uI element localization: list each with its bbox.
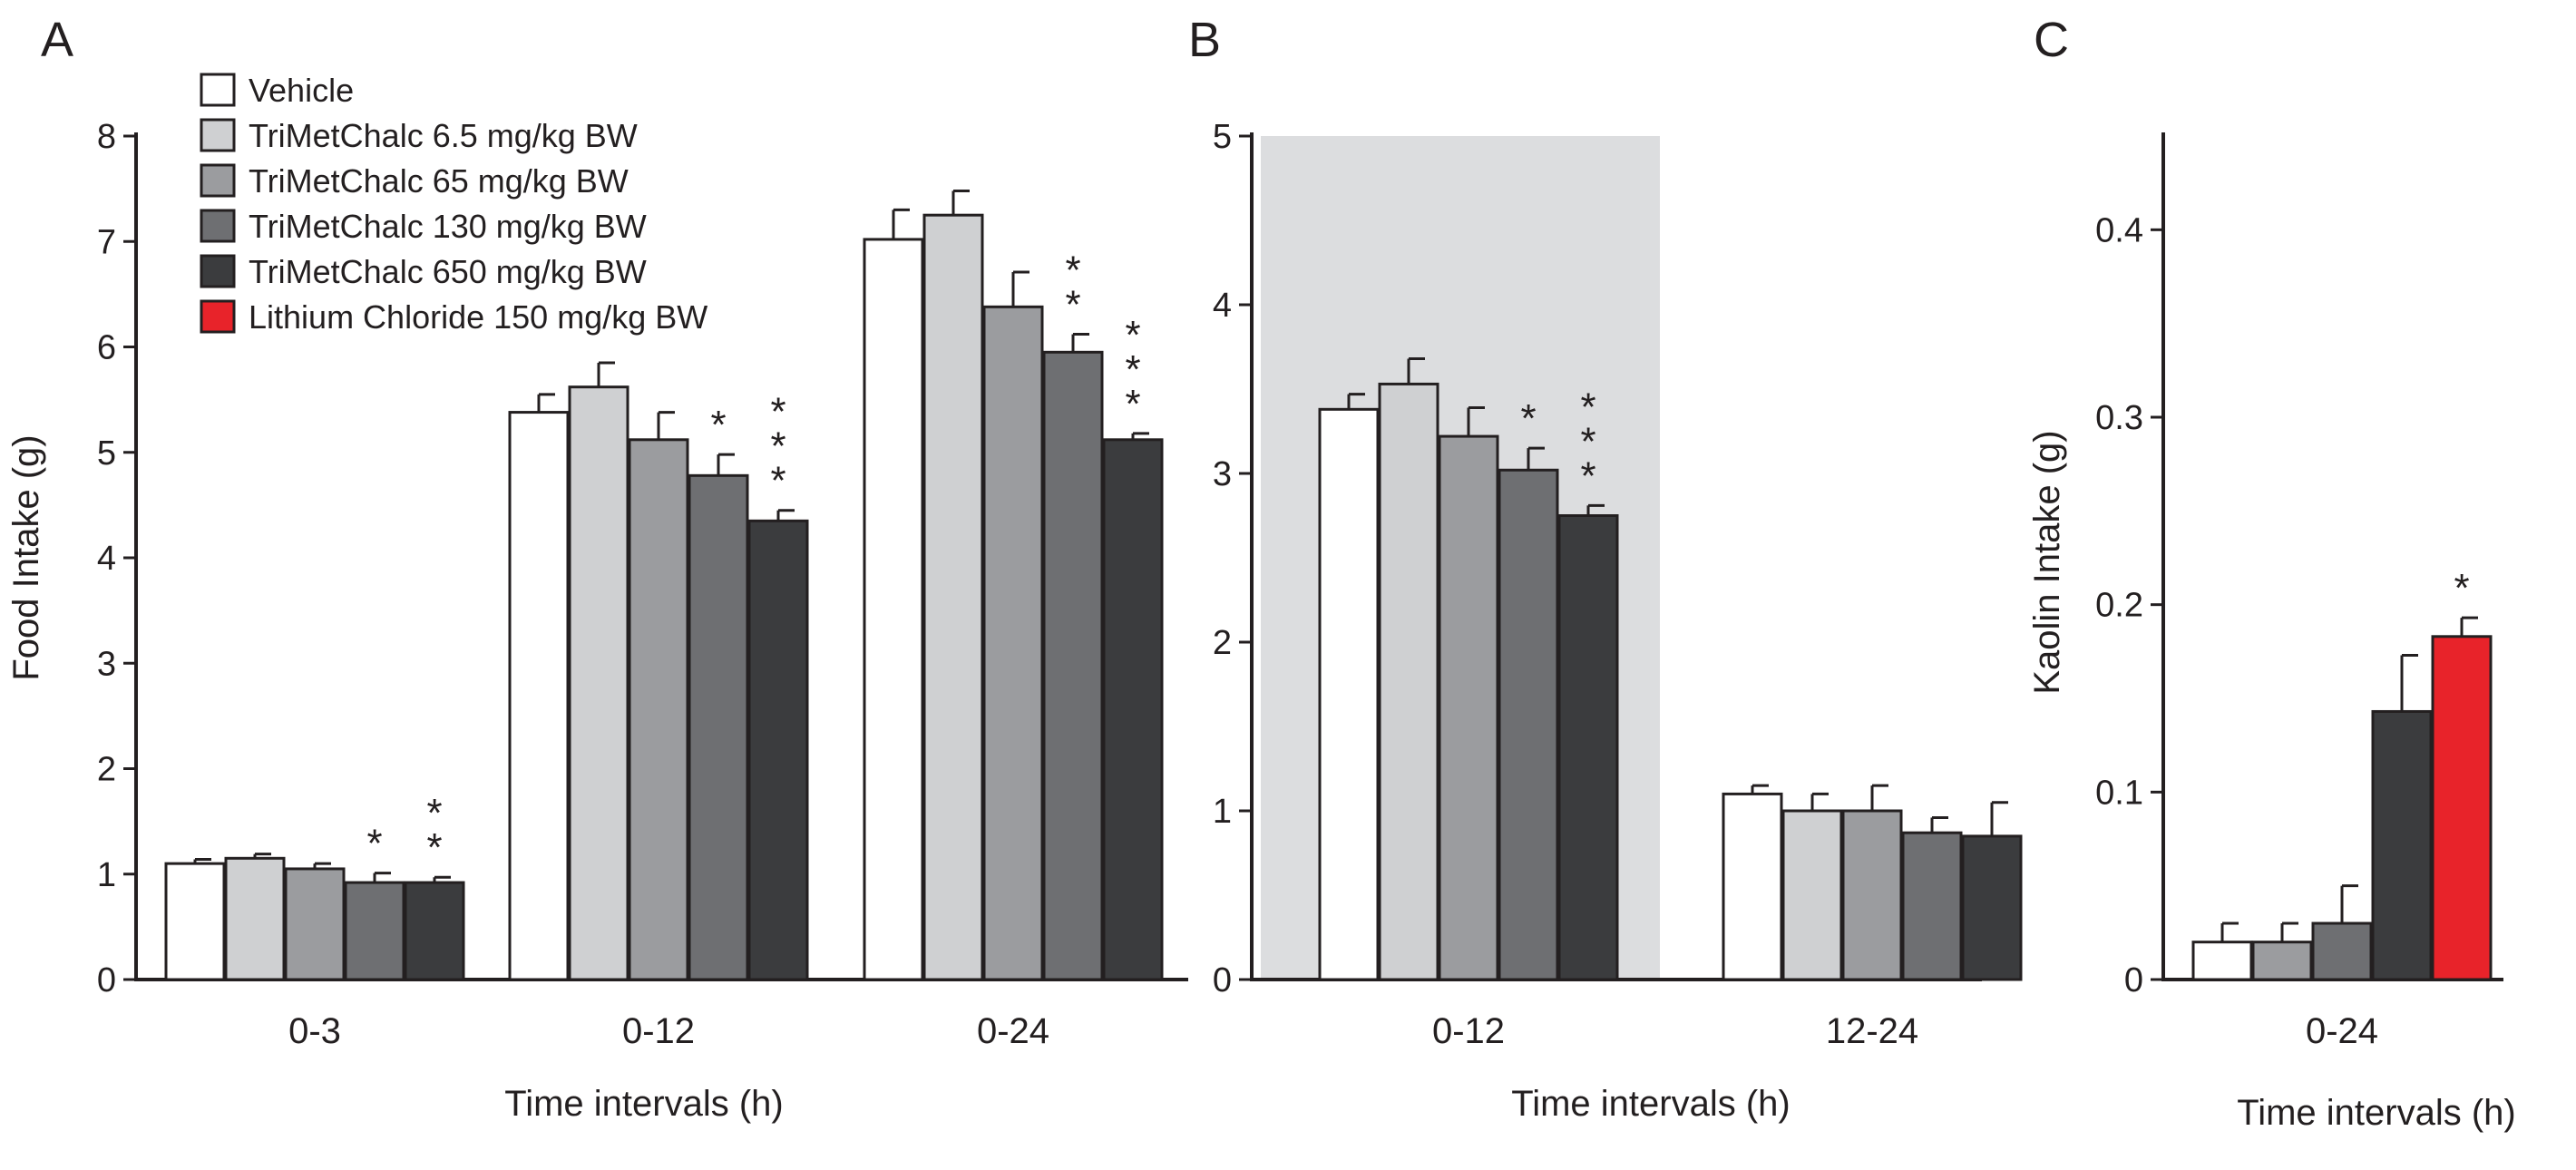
x-axis-title: Time intervals (h): [1511, 1084, 1790, 1124]
y-tick-label: 1: [1213, 793, 1232, 831]
bar: [1841, 809, 1903, 981]
bar: [747, 519, 809, 981]
bar: [688, 473, 749, 981]
y-tick-label: 0.2: [2095, 587, 2143, 625]
panel-c: C 0 0.1 0.2 0.3 0.4 * 0-24 Time intervals (h) Kao…: [2027, 13, 2516, 1133]
y-tick-label: 4: [1213, 287, 1232, 325]
category-label: 0-3: [288, 1011, 341, 1051]
y-tick-label: 0.4: [2095, 211, 2143, 249]
category-label: 0-12: [1432, 1011, 1505, 1051]
bar: [1557, 514, 1619, 981]
significance-star: *: [770, 390, 785, 434]
legend-label: TriMetChalc 65 mg/kg BW: [249, 162, 629, 200]
significance-star: *: [366, 822, 382, 866]
y-tick-label: 5: [1213, 118, 1232, 156]
legend-label: TriMetChalc 650 mg/kg BW: [249, 253, 647, 290]
bar: [404, 881, 465, 981]
bar: [344, 881, 405, 981]
y-tick-label: 2: [1213, 624, 1232, 662]
y-tick-label: 0.1: [2095, 774, 2143, 812]
panel-letter: B: [1188, 13, 1221, 67]
y-tick-label: 3: [1213, 455, 1232, 493]
bar: [508, 411, 570, 981]
bar: [568, 385, 629, 981]
y-tick-label: 2: [97, 751, 116, 789]
bar: [1901, 831, 1963, 981]
y-tick-label: 1: [97, 856, 116, 894]
bar: [628, 438, 689, 981]
legend-swatch: [200, 163, 236, 198]
y-tick-label: 4: [97, 540, 116, 578]
significance-star: *: [1125, 382, 1140, 426]
y-tick-label: 0: [97, 961, 116, 999]
legend-swatch: [200, 299, 236, 334]
bar: [1961, 834, 2023, 981]
bar: [224, 856, 286, 981]
legend-swatch: [200, 209, 236, 243]
significance-star: *: [770, 459, 785, 503]
bar: [1042, 350, 1104, 981]
y-axis-title: Kaolin Intake (g): [2027, 430, 2067, 694]
y-tick-label: 6: [97, 329, 116, 367]
significance-star: *: [1580, 453, 1595, 498]
bar: [1781, 809, 1843, 981]
significance-star: *: [1520, 396, 1536, 441]
significance-star: *: [1125, 347, 1140, 392]
legend: Vehicle TriMetChalc 6.5 mg/kg BW TriMetCha…: [200, 72, 707, 336]
bar: [2311, 921, 2373, 981]
panel-letter: A: [41, 13, 73, 67]
category-label: 0-24: [977, 1011, 1049, 1051]
legend-label: TriMetChalc 6.5 mg/kg BW: [249, 117, 638, 154]
bar: [1438, 434, 1499, 981]
significance-star: *: [770, 424, 785, 469]
bar: [1378, 382, 1439, 981]
category-label: 0-12: [622, 1011, 695, 1051]
bar: [2191, 941, 2253, 981]
y-tick-label: 0.3: [2095, 399, 2143, 437]
y-tick-label: 0: [2124, 961, 2143, 999]
significance-star: *: [1580, 419, 1595, 463]
y-tick-label: 3: [97, 645, 116, 683]
legend-swatch: [200, 254, 236, 288]
category-label: 0-24: [2306, 1011, 2378, 1051]
category-label: 12-24: [1826, 1011, 1918, 1051]
bar: [922, 213, 984, 981]
bar: [982, 305, 1044, 981]
bar: [1318, 407, 1380, 981]
legend-swatch: [200, 73, 236, 107]
legend-label: Lithium Chloride 150 mg/kg BW: [249, 298, 707, 336]
bar: [1498, 468, 1559, 981]
bar: [284, 867, 346, 981]
significance-star: *: [426, 791, 442, 835]
significance-star: *: [1065, 283, 1080, 327]
legend-label: Vehicle: [249, 72, 354, 109]
significance-star: *: [426, 825, 442, 870]
y-tick-label: 8: [97, 118, 116, 156]
bar: [1102, 438, 1164, 981]
significance-star: *: [2454, 566, 2469, 610]
bar: [2251, 941, 2313, 981]
y-tick-label: 5: [97, 434, 116, 473]
y-axis-title: Food Intake (g): [6, 434, 46, 680]
y-tick-label: 7: [97, 223, 116, 261]
significance-star: *: [1580, 385, 1595, 429]
significance-star: *: [1065, 249, 1080, 293]
legend-swatch: [200, 118, 236, 152]
significance-star: *: [1125, 313, 1140, 357]
bar: [2371, 709, 2433, 981]
bar: [1722, 792, 1783, 981]
bar: [164, 862, 226, 981]
x-axis-title: Time intervals (h): [504, 1084, 783, 1124]
legend-label: TriMetChalc 130 mg/kg BW: [249, 208, 647, 245]
bar: [863, 238, 924, 981]
panel-letter: C: [2034, 13, 2069, 67]
significance-star: *: [710, 403, 726, 447]
bar: [2431, 635, 2493, 981]
y-tick-label: 0: [1213, 961, 1232, 999]
x-axis-title: Time intervals (h): [2237, 1093, 2515, 1133]
